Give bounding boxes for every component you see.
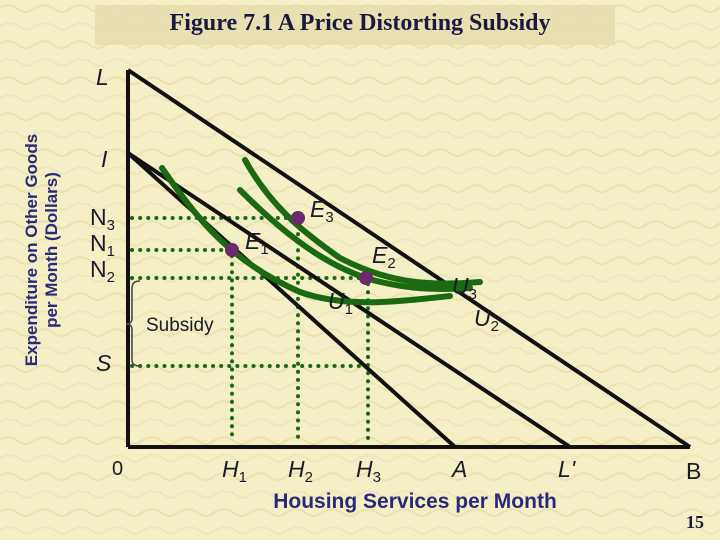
label-U3: U3 (452, 273, 477, 304)
label-E3: E3 (310, 196, 334, 227)
label-B: B (686, 458, 702, 484)
label-I: I (101, 146, 108, 172)
label-L: L (96, 64, 109, 90)
label-H2: H2 (288, 456, 313, 487)
label-E2: E2 (372, 242, 396, 273)
label-H1: H1 (222, 456, 247, 487)
label-A: A (452, 456, 468, 482)
label-S: S (96, 350, 112, 376)
indifference-curve-u1 (159, 165, 453, 306)
budget-line-LB (126, 68, 692, 449)
point-e1 (225, 243, 239, 257)
label-N1: N1 (90, 230, 115, 261)
y-axis-title: Expenditure on Other Goods per Month (Do… (22, 90, 62, 410)
subsidy-bracket (125, 280, 141, 367)
label-U2: U2 (474, 305, 499, 336)
point-e3 (291, 211, 305, 225)
label-subsidy: Subsidy (146, 315, 214, 336)
label-N2: N2 (90, 256, 115, 287)
y-axis-title-line-2: per Month (Dollars) (42, 172, 61, 328)
title-band (95, 5, 615, 45)
x-axis-title: Housing Services per Month (273, 490, 557, 513)
label-origin: 0 (112, 458, 124, 480)
y-axis-title-line-1: Expenditure on Other Goods (22, 133, 41, 367)
page-number: 15 (686, 512, 704, 532)
point-e2 (359, 271, 373, 285)
indifference-curve-u3 (242, 157, 483, 287)
label-U1: U1 (328, 288, 353, 319)
label-E1: E1 (245, 228, 269, 259)
label-H3: H3 (356, 456, 381, 487)
slide-title: Figure 7.1 A Price Distorting Subsidy (169, 10, 551, 36)
budget-line-IA (126, 151, 457, 449)
label-N3: N3 (90, 204, 115, 235)
label-L-prime: L' (558, 456, 576, 482)
